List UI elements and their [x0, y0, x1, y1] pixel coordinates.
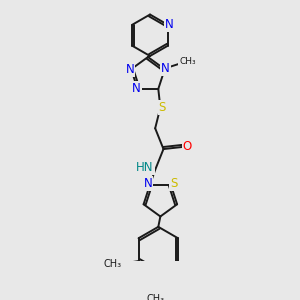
Text: CH₃: CH₃: [103, 259, 122, 269]
Text: N: N: [132, 82, 141, 95]
Text: N: N: [144, 177, 152, 190]
Text: CH₃: CH₃: [146, 294, 164, 300]
Text: S: S: [170, 177, 178, 190]
Text: HN: HN: [136, 161, 154, 174]
Text: O: O: [183, 140, 192, 154]
Text: N: N: [161, 62, 170, 75]
Text: N: N: [165, 18, 173, 32]
Text: CH₃: CH₃: [179, 57, 196, 66]
Text: N: N: [126, 63, 134, 76]
Text: S: S: [159, 101, 166, 114]
